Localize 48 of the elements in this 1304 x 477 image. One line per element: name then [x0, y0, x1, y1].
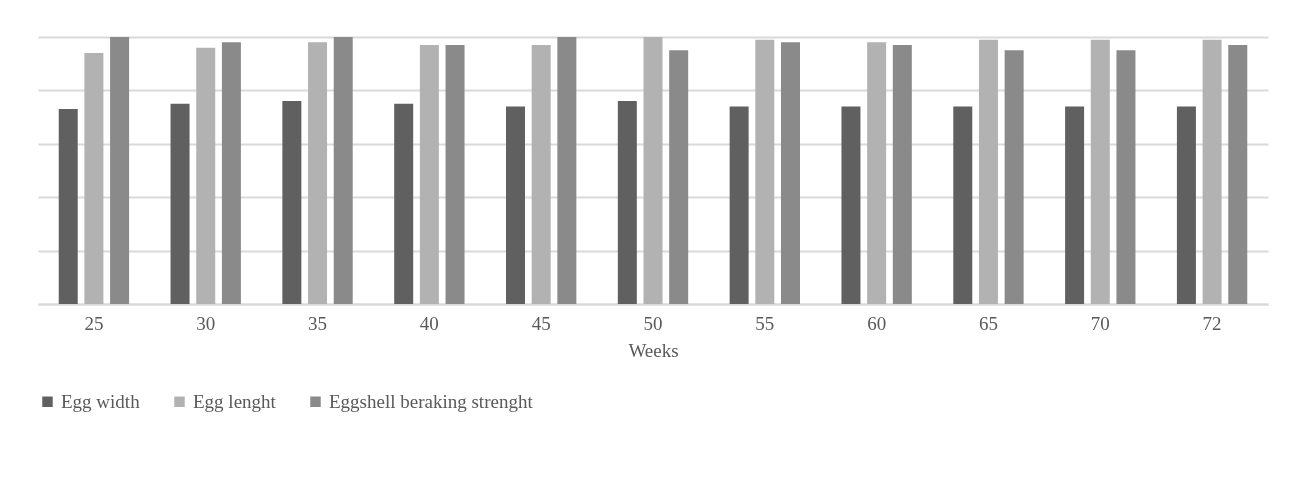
legend-label: Eggshell beraking strenght [329, 390, 534, 412]
bar [531, 45, 551, 304]
bar [867, 42, 887, 304]
bar [84, 53, 104, 304]
x-tick-label: 70 [1090, 312, 1110, 334]
bar [308, 42, 328, 304]
x-tick-label: 60 [867, 312, 887, 334]
legend-label: Egg lenght [193, 390, 277, 412]
x-tick-label: 55 [755, 312, 775, 334]
bar [557, 37, 577, 304]
bar [221, 42, 241, 304]
bar [445, 45, 465, 304]
bar [978, 39, 998, 304]
bar [755, 39, 775, 304]
x-tick-label: 30 [196, 312, 216, 334]
bar [953, 106, 973, 304]
x-tick-label: 72 [1202, 312, 1222, 334]
x-tick-label: 45 [531, 312, 551, 334]
bar [394, 103, 414, 304]
bar [1176, 106, 1196, 304]
bar [282, 101, 302, 304]
bar [196, 47, 216, 304]
x-tick-label: 25 [84, 312, 104, 334]
bar [333, 37, 353, 304]
legend-label: Egg width [61, 390, 141, 412]
bar [110, 37, 130, 304]
bar [1116, 50, 1136, 304]
bar [780, 42, 800, 304]
x-tick-label: 65 [978, 312, 998, 334]
x-axis-title: Weeks [628, 339, 679, 361]
x-tick-label: 50 [643, 312, 663, 334]
bar [506, 106, 526, 304]
bar [1090, 39, 1110, 304]
x-tick-label: 40 [419, 312, 439, 334]
bar [58, 109, 78, 304]
bar [617, 101, 637, 304]
x-tick-label: 35 [308, 312, 328, 334]
bar [1004, 50, 1024, 304]
bar [669, 50, 689, 304]
bar [729, 106, 749, 304]
bar [1228, 45, 1248, 304]
bar [170, 103, 190, 304]
bar [841, 106, 861, 304]
bar [643, 37, 663, 304]
bar [1065, 106, 1085, 304]
bar [892, 45, 912, 304]
bar [419, 45, 439, 304]
bar [1202, 39, 1222, 304]
